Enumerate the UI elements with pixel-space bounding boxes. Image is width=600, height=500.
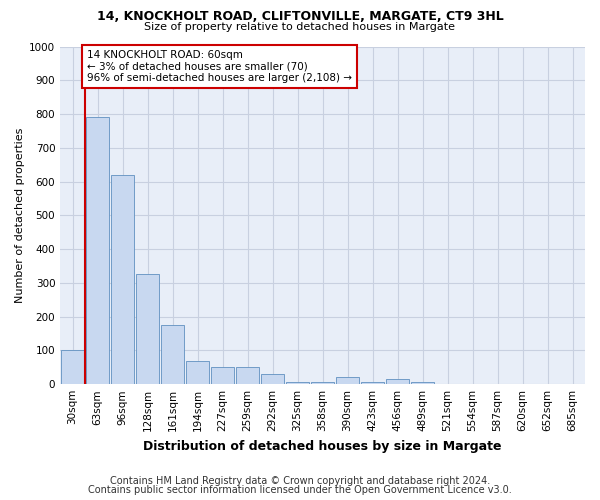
Bar <box>161 325 184 384</box>
Bar <box>236 368 259 384</box>
Bar <box>86 118 109 384</box>
Bar <box>262 374 284 384</box>
Text: 14 KNOCKHOLT ROAD: 60sqm
← 3% of detached houses are smaller (70)
96% of semi-de: 14 KNOCKHOLT ROAD: 60sqm ← 3% of detache… <box>87 50 352 83</box>
Bar <box>61 350 84 384</box>
Bar <box>386 379 409 384</box>
X-axis label: Distribution of detached houses by size in Margate: Distribution of detached houses by size … <box>143 440 502 452</box>
Text: Size of property relative to detached houses in Margate: Size of property relative to detached ho… <box>145 22 455 32</box>
Y-axis label: Number of detached properties: Number of detached properties <box>15 128 25 303</box>
Bar <box>337 378 359 384</box>
Text: Contains public sector information licensed under the Open Government Licence v3: Contains public sector information licen… <box>88 485 512 495</box>
Bar <box>136 274 159 384</box>
Bar <box>286 382 309 384</box>
Bar <box>187 360 209 384</box>
Bar <box>412 382 434 384</box>
Bar <box>112 175 134 384</box>
Text: 14, KNOCKHOLT ROAD, CLIFTONVILLE, MARGATE, CT9 3HL: 14, KNOCKHOLT ROAD, CLIFTONVILLE, MARGAT… <box>97 10 503 23</box>
Text: Contains HM Land Registry data © Crown copyright and database right 2024.: Contains HM Land Registry data © Crown c… <box>110 476 490 486</box>
Bar <box>211 368 234 384</box>
Bar <box>311 382 334 384</box>
Bar <box>361 382 384 384</box>
